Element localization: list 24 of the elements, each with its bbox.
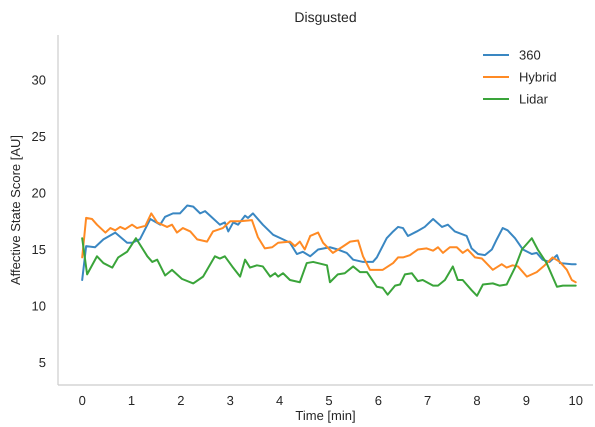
y-tick-label: 20 [32, 186, 46, 201]
x-tick-label: 4 [276, 393, 284, 408]
x-tick-label: 6 [374, 393, 382, 408]
line-series [81, 237, 577, 297]
x-tick-label: 0 [78, 393, 86, 408]
x-tick-label: 8 [473, 393, 481, 408]
legend-label: Lidar [519, 92, 549, 106]
y-tick-label: 5 [38, 354, 46, 370]
x-tick-label: 3 [226, 393, 234, 408]
x-tick-label: 10 [568, 393, 583, 408]
x-tick-label: 5 [325, 393, 333, 408]
chart-title: Disgusted [294, 9, 357, 25]
y-axis-title: Affective State Score [AU] [8, 134, 23, 286]
x-tick-label: 7 [424, 393, 432, 408]
x-tick-label: 1 [128, 393, 136, 408]
x-tick-label: 2 [177, 393, 185, 408]
y-tick-label: 10 [32, 298, 46, 314]
x-tick-label: 9 [522, 393, 530, 408]
legend-label: 360 [519, 48, 541, 62]
legend-label: Hybrid [519, 70, 557, 84]
y-tick-label: 15 [32, 242, 46, 258]
x-axis-title: Time [min] [295, 408, 356, 423]
y-tick-label: 30 [32, 72, 46, 88]
y-tick-label: 25 [32, 129, 46, 144]
